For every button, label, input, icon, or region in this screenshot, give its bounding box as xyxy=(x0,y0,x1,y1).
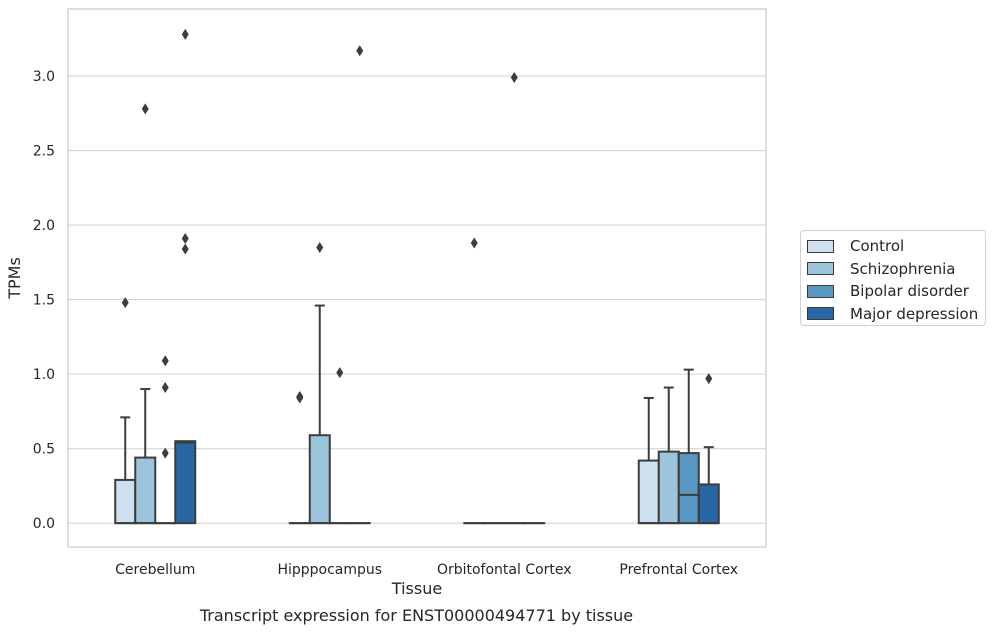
y-tick-label: 0.5 xyxy=(33,442,55,458)
legend-item: Major depression xyxy=(807,303,985,326)
y-tick-label: 1.5 xyxy=(33,293,55,309)
box-bipolar-disorder xyxy=(328,367,351,525)
boxes xyxy=(114,28,720,525)
x-tick-label: Cerebellum xyxy=(115,562,195,578)
box-body xyxy=(657,450,680,525)
legend-swatch xyxy=(807,239,834,253)
box-schizophrenia xyxy=(657,386,680,525)
x-axis-label: Tissue xyxy=(391,579,442,598)
outlier-point xyxy=(705,373,713,385)
outlier-point xyxy=(141,103,149,115)
y-tick-label: 0.0 xyxy=(33,516,55,532)
outlier-point xyxy=(161,382,169,394)
outlier-point xyxy=(181,233,189,245)
outlier-point xyxy=(181,28,189,40)
box-body xyxy=(677,452,700,525)
box-bipolar-disorder xyxy=(503,72,526,525)
box-control xyxy=(463,237,486,525)
legend-swatch xyxy=(807,284,834,298)
outlier-point xyxy=(316,241,324,253)
outlier-point xyxy=(356,45,364,57)
box-control xyxy=(637,396,660,525)
y-tick-label: 1.0 xyxy=(33,367,55,383)
legend-label: Schizophrenia xyxy=(850,259,956,278)
x-tick-label: Prefrontal Cortex xyxy=(619,562,738,578)
legend-label: Control xyxy=(850,237,905,256)
axes: 0.0 0.5 1.0 1.5 2.0 2.5 3.0 Cerebellum Hipppocam… xyxy=(33,69,738,578)
legend: Control Schizophrenia Bipolar disorder Majo… xyxy=(800,230,986,326)
legend-item: Bipolar disorder xyxy=(807,280,985,303)
outlier-point xyxy=(336,367,344,379)
box-bipolar-disorder xyxy=(677,368,700,525)
legend-label: Major depression xyxy=(850,304,979,323)
outlier-point xyxy=(296,392,304,404)
y-tick-label: 2.5 xyxy=(33,144,55,160)
box-bipolar-disorder xyxy=(154,355,177,525)
y-tick-label: 2.0 xyxy=(33,218,55,234)
box-major-depression xyxy=(697,373,720,525)
plot-frame xyxy=(67,8,767,548)
box-major-depression xyxy=(174,28,197,525)
outlier-point xyxy=(510,72,518,84)
outlier-point xyxy=(121,297,129,309)
outlier-point xyxy=(161,447,169,459)
y-tick-label: 3.0 xyxy=(33,69,55,85)
box-control xyxy=(288,390,311,525)
box-control xyxy=(114,297,137,525)
box-body xyxy=(308,434,331,525)
x-tick-label: Orbitofontal Cortex xyxy=(437,562,572,578)
box-major-depression xyxy=(348,45,371,525)
box-body xyxy=(114,478,137,525)
chart-caption: Transcript expression for ENST0000049477… xyxy=(199,606,634,625)
x-tick-label: Hipppocampus xyxy=(277,562,382,578)
y-axis-label: TPMs xyxy=(5,257,24,300)
box-body xyxy=(174,440,197,525)
legend-swatch xyxy=(807,307,834,321)
box-schizophrenia xyxy=(308,241,331,525)
box-body xyxy=(697,483,720,525)
legend-label: Bipolar disorder xyxy=(850,282,969,301)
outlier-point xyxy=(161,355,169,367)
outlier-point xyxy=(470,237,478,249)
legend-item: Schizophrenia xyxy=(807,258,985,281)
box-schizophrenia xyxy=(134,103,157,525)
box-body xyxy=(637,459,660,525)
legend-swatch xyxy=(807,262,834,276)
box-body xyxy=(134,456,157,525)
legend-item: Control xyxy=(807,235,985,258)
outlier-point xyxy=(181,243,189,255)
